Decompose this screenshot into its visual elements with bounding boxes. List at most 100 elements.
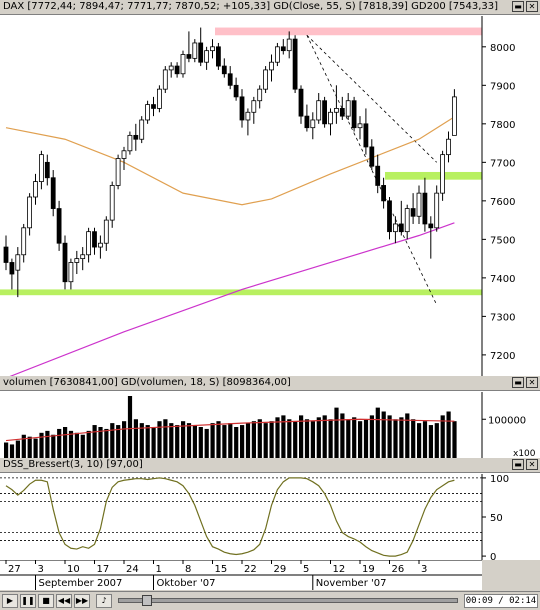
volume-bar	[263, 423, 268, 458]
volume-bar	[139, 423, 144, 458]
close-button[interactable]: ✕	[526, 1, 538, 12]
volume-bar	[192, 425, 197, 458]
volume-bar	[133, 419, 138, 458]
close-button[interactable]: ✕	[526, 459, 538, 470]
volume-bar	[275, 417, 280, 458]
candle-body	[410, 208, 416, 217]
volume-bar	[440, 415, 445, 458]
candle-body	[339, 108, 345, 117]
volume-bar	[198, 427, 203, 458]
month-label: November '07	[316, 578, 387, 589]
x-tick-label: 27	[8, 564, 21, 575]
volume-bar	[251, 421, 256, 458]
seek-track[interactable]	[118, 595, 458, 606]
volume-bar	[15, 440, 20, 458]
y-tick-label: 7800	[490, 120, 515, 131]
y-tick-label: 7600	[490, 197, 515, 208]
candle-body	[139, 119, 145, 140]
candle-body	[251, 100, 257, 113]
volume-bar	[334, 407, 339, 458]
volume-bar	[228, 423, 233, 458]
candle	[363, 108, 369, 155]
resistance-zone	[215, 27, 482, 36]
candle	[410, 193, 416, 224]
forward-button[interactable]: ▶▶	[74, 594, 90, 608]
x-axis-labels: 27 3 10 17 24 1 8 15 22 29 5 12 19 26 3 September 2007 O…	[0, 560, 482, 590]
candle-body	[215, 46, 221, 67]
volume-bar	[393, 419, 398, 458]
volume-bar	[375, 407, 380, 458]
candle	[280, 39, 286, 55]
volume-bar	[51, 434, 56, 458]
y-tick-label: 7700	[490, 158, 515, 169]
candle	[274, 42, 280, 67]
close-button[interactable]: ✕	[526, 377, 538, 388]
volume-bar	[68, 430, 74, 458]
candle	[98, 235, 103, 259]
minimize-button[interactable]: ▬	[512, 377, 524, 388]
candle	[92, 227, 97, 255]
dss-panel-title: DSS_Bressert(3, 10) [97,00]	[3, 459, 143, 470]
candle	[357, 116, 363, 140]
volume-chart: 100000 x100	[0, 392, 540, 458]
candle	[316, 93, 322, 124]
time-display: 00:09 / 02:14	[464, 594, 538, 608]
candle	[204, 46, 210, 70]
month-label: September 2007	[39, 578, 123, 589]
candle-body	[310, 119, 316, 129]
volume-icon[interactable]: ♪	[96, 594, 112, 608]
rewind-button[interactable]: ◀◀	[56, 594, 72, 608]
volume-bar	[434, 423, 439, 458]
y-tick-label: 7900	[490, 81, 515, 92]
volume-bar	[452, 421, 457, 458]
candle-body	[233, 84, 239, 98]
candle	[375, 154, 381, 194]
x-tick-label: 5	[303, 564, 309, 575]
gd200-line	[5, 222, 455, 378]
candle	[398, 200, 404, 236]
y-tick-label: 8000	[490, 43, 515, 54]
candle-body	[280, 46, 286, 52]
candle-body	[156, 88, 162, 109]
stop-button[interactable]: ■	[38, 594, 54, 608]
minimize-button[interactable]: ▬	[512, 459, 524, 470]
candle	[333, 85, 339, 124]
candle-body	[103, 219, 109, 244]
x-tick-label: 26	[392, 564, 405, 575]
pause-button[interactable]: ❚❚	[20, 594, 36, 608]
candle	[9, 258, 15, 290]
candle	[328, 108, 333, 136]
candle	[86, 227, 91, 263]
candle	[39, 150, 44, 190]
candle-body	[127, 134, 133, 152]
volume-bar	[399, 417, 404, 458]
volume-bar	[86, 430, 91, 458]
candle-body	[133, 134, 139, 140]
candle-body	[416, 192, 422, 217]
play-button[interactable]: ▶	[2, 594, 18, 608]
candle	[68, 258, 74, 290]
y-tick-label: 0	[490, 552, 496, 560]
volume-bar	[234, 427, 239, 458]
x-tick-label: 24	[126, 564, 139, 575]
candle-body	[27, 196, 33, 229]
y-tick-label: 50	[490, 513, 503, 524]
volume-bar	[4, 442, 9, 458]
volume-bar	[281, 415, 286, 458]
seek-thumb[interactable]	[142, 595, 153, 606]
candle-body	[245, 111, 251, 121]
volume-bar	[210, 423, 215, 458]
volume-panel-title: volumen [7630841,00] GD(volumen, 18, S) …	[3, 377, 291, 388]
candle-body	[387, 200, 392, 233]
candle	[180, 50, 186, 78]
volume-bar	[157, 421, 162, 458]
volume-bar	[104, 428, 109, 458]
candle-body	[263, 69, 269, 90]
plot-area	[0, 16, 482, 378]
minimize-button[interactable]: ▬	[512, 1, 524, 12]
candle	[115, 154, 121, 190]
candle-body	[50, 177, 56, 209]
volume-panel-titlebar: volumen [7630841,00] GD(volumen, 18, S) …	[0, 376, 540, 391]
candle-body	[274, 46, 280, 63]
candle	[221, 58, 227, 78]
